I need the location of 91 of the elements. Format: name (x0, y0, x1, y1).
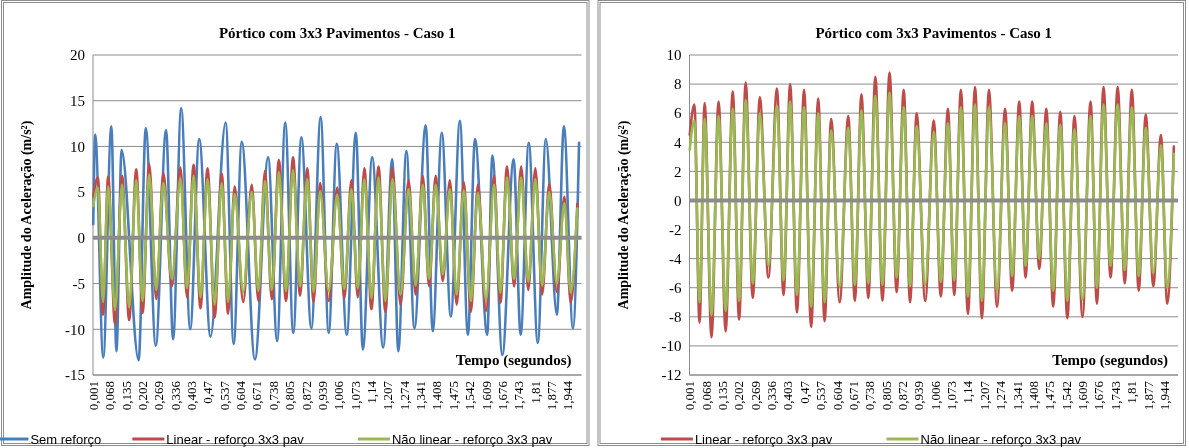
x-tick-label: 1,877 (544, 380, 560, 411)
x-tick-label: 0,872 (895, 381, 911, 411)
y-tick-label: 10 (70, 138, 85, 155)
x-tick-label: 1,475 (1042, 381, 1058, 411)
y-tick-label: -12 (661, 367, 682, 384)
x-tick-label: 1,944 (1156, 380, 1172, 411)
y-axis-title: Amplitude do Aceleração (m/s²) (615, 120, 632, 310)
x-tick-label: 1,676 (1091, 380, 1107, 411)
x-tick-label: 0,135 (715, 381, 731, 411)
chart-title: Pórtico com 3x3 Pavimentos - Caso 1 (815, 25, 1053, 41)
y-tick-label: 5 (77, 184, 85, 201)
x-tick-label: 1,609 (1075, 381, 1091, 411)
x-tick-label: 1,408 (429, 381, 445, 411)
x-tick-label: 1,006 (331, 380, 347, 411)
y-tick-label: 15 (70, 92, 85, 109)
x-tick-label: 0,001 (85, 381, 101, 411)
x-tick-label: 1,073 (347, 381, 363, 411)
x-tick-label: 0,805 (878, 381, 894, 411)
legend-label: Linear - reforço 3x3 pav (694, 431, 833, 447)
x-tick-label: 0,001 (682, 381, 698, 411)
x-tick-label: 0,47 (796, 380, 812, 404)
y-tick-label: -2 (669, 221, 682, 238)
chart-title: Pórtico com 3x3 Pavimentos - Caso 1 (218, 25, 456, 41)
y-tick-label: -4 (669, 250, 682, 267)
x-tick-label: 1,14 (960, 380, 976, 404)
x-tick-label: 0,135 (118, 381, 134, 411)
x-tick-label: 0,738 (862, 381, 878, 411)
x-tick-label: 1,676 (494, 380, 510, 411)
y-tick-label: -10 (661, 338, 682, 355)
legend-label: Sem reforço (30, 431, 102, 447)
x-tick-label: 1,408 (1025, 381, 1041, 411)
y-tick-label: 6 (674, 105, 682, 122)
x-tick-label: 0,604 (233, 380, 249, 411)
x-tick-label: 0,068 (102, 381, 118, 411)
x-tick-label: 0,403 (780, 381, 796, 411)
legend-label: Linear - reforço 3x3 pav (166, 431, 305, 447)
x-tick-label: 0,269 (151, 381, 167, 411)
x-tick-label: 0,805 (282, 381, 298, 411)
x-tick-label: 0,939 (911, 381, 927, 411)
x-tick-label: 1,944 (560, 380, 576, 411)
x-tick-label: 0,671 (249, 381, 265, 411)
y-axis-title: Amplitude do Aceleração (m/s²) (19, 120, 35, 310)
legend-label: Não linear - reforço 3x3 pav (391, 431, 553, 447)
x-tick-label: 1,207 (380, 380, 396, 411)
y-tick-label: 8 (674, 76, 682, 93)
x-tick-label: 0,336 (764, 380, 780, 411)
y-tick-label: -15 (65, 367, 85, 384)
x-tick-label: 1,006 (927, 380, 943, 411)
x-tick-label: 0,671 (845, 381, 861, 411)
y-tick-label: -8 (669, 309, 682, 326)
x-axis-title: Tempo (segundos) (1052, 352, 1168, 369)
x-tick-label: 0,604 (829, 380, 845, 411)
x-tick-label: 0,269 (747, 381, 763, 411)
x-tick-label: 0,47 (200, 380, 216, 404)
x-axis-title: Tempo (segundos) (455, 352, 572, 369)
x-tick-label: 1,81 (1124, 381, 1140, 404)
x-tick-label: 0,537 (216, 380, 232, 411)
y-tick-label: 20 (70, 47, 85, 64)
y-tick-label: -5 (72, 275, 85, 292)
x-tick-label: 1,609 (478, 381, 494, 411)
x-tick-label: 1,743 (1107, 381, 1123, 411)
x-tick-label: 1,743 (511, 381, 527, 411)
y-tick-label: 0 (77, 230, 85, 247)
y-tick-label: 2 (674, 163, 682, 180)
x-tick-label: 1,877 (1140, 380, 1156, 411)
x-tick-label: 0,872 (298, 381, 314, 411)
x-tick-label: 1,81 (527, 381, 543, 404)
x-tick-label: 1,207 (976, 380, 992, 411)
x-tick-label: 0,537 (813, 380, 829, 411)
x-tick-label: 1,341 (1009, 381, 1025, 411)
y-tick-label: 0 (674, 192, 682, 209)
x-tick-label: 1,341 (413, 381, 429, 411)
y-tick-label: -10 (65, 321, 85, 338)
x-tick-label: 0,939 (314, 381, 330, 411)
x-tick-label: 0,738 (265, 381, 281, 411)
x-tick-label: 0,336 (167, 380, 183, 411)
x-tick-label: 1,274 (993, 380, 1009, 411)
y-tick-label: -6 (669, 279, 682, 296)
x-tick-label: 1,14 (363, 380, 379, 404)
x-tick-label: 0,202 (731, 381, 747, 411)
x-tick-label: 0,403 (183, 381, 199, 411)
y-tick-label: 4 (674, 134, 682, 151)
x-tick-label: 1,542 (1058, 381, 1074, 411)
y-tick-label: 10 (666, 47, 682, 64)
x-tick-label: 1,274 (396, 380, 412, 411)
x-tick-label: 0,202 (134, 381, 150, 411)
x-tick-label: 1,073 (944, 381, 960, 411)
x-tick-label: 1,542 (462, 381, 478, 411)
legend-label: Não linear - reforço 3x3 pav (920, 431, 1082, 447)
x-tick-label: 1,475 (445, 381, 461, 411)
x-tick-label: 0,068 (698, 381, 714, 411)
